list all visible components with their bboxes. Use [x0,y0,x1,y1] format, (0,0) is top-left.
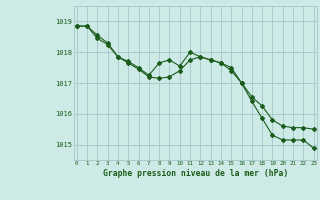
X-axis label: Graphe pression niveau de la mer (hPa): Graphe pression niveau de la mer (hPa) [103,169,288,178]
